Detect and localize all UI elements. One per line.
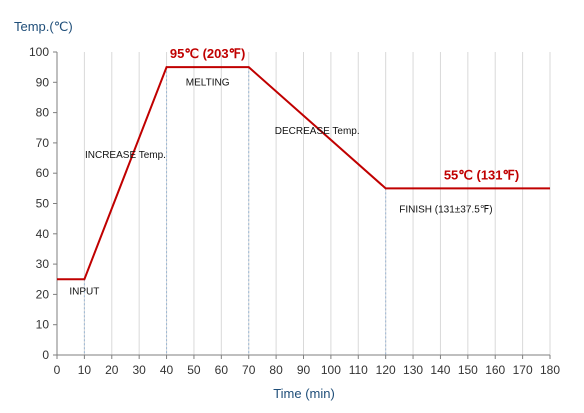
x-tick-label: 0 — [54, 363, 61, 377]
x-tick-label: 20 — [105, 363, 119, 377]
x-tick-label: 80 — [269, 363, 283, 377]
x-tick-label: 40 — [160, 363, 174, 377]
annotation-peak-high: 95℃ (203℉) — [170, 46, 245, 61]
grid — [83, 52, 551, 355]
x-tick-label: 180 — [540, 363, 560, 377]
x-tick-label: 10 — [78, 363, 92, 377]
x-tick-label: 160 — [485, 363, 505, 377]
x-axis-label: Time (min) — [273, 386, 335, 401]
annotations: INPUT INCREASE Temp. MELTING DECREASE Temp.… — [69, 46, 519, 297]
x-tick-label: 170 — [513, 363, 533, 377]
y-tick-label: 80 — [36, 106, 50, 120]
x-tick-label: 120 — [376, 363, 396, 377]
y-axis-label: Temp.(℃) — [14, 19, 73, 34]
y-tick-label: 10 — [36, 318, 50, 332]
x-tick-label: 30 — [132, 363, 146, 377]
series-lines — [57, 66, 550, 281]
x-tick-label: 150 — [458, 363, 478, 377]
y-tick-label: 40 — [36, 227, 50, 241]
annotation-increase: INCREASE Temp. — [85, 150, 166, 161]
annotation-finish: FINISH (131±37.5℉) — [399, 205, 492, 216]
annotation-input: INPUT — [69, 286, 99, 297]
x-tick-label: 100 — [321, 363, 341, 377]
y-tick-label: 60 — [36, 166, 50, 180]
x-tick-label: 70 — [242, 363, 256, 377]
y-tick-label: 30 — [36, 257, 50, 271]
x-tick-label: 90 — [297, 363, 311, 377]
x-tick-label: 50 — [187, 363, 201, 377]
y-tick-label: 90 — [36, 75, 50, 89]
annotation-melting: MELTING — [186, 77, 230, 88]
tick-labels: 0 10 20 30 40 50 60 70 80 90 100 0 10 20 30 40 50 60 70 80 9… — [29, 45, 560, 377]
y-tick-label: 20 — [36, 287, 50, 301]
x-tick-label: 130 — [403, 363, 423, 377]
y-tick-label: 100 — [29, 45, 49, 59]
y-tick-label: 50 — [36, 197, 50, 211]
x-tick-label: 110 — [349, 363, 368, 377]
annotation-decrease: DECREASE Temp. — [275, 126, 360, 137]
x-tick-label: 60 — [215, 363, 229, 377]
axes — [53, 51, 551, 359]
y-tick-label: 0 — [42, 348, 49, 362]
temperature-line — [57, 66, 550, 281]
annotation-peak-low: 55℃ (131℉) — [444, 167, 519, 182]
x-tick-label: 140 — [430, 363, 450, 377]
y-tick-label: 70 — [36, 136, 50, 150]
guide-lines — [83, 67, 387, 355]
